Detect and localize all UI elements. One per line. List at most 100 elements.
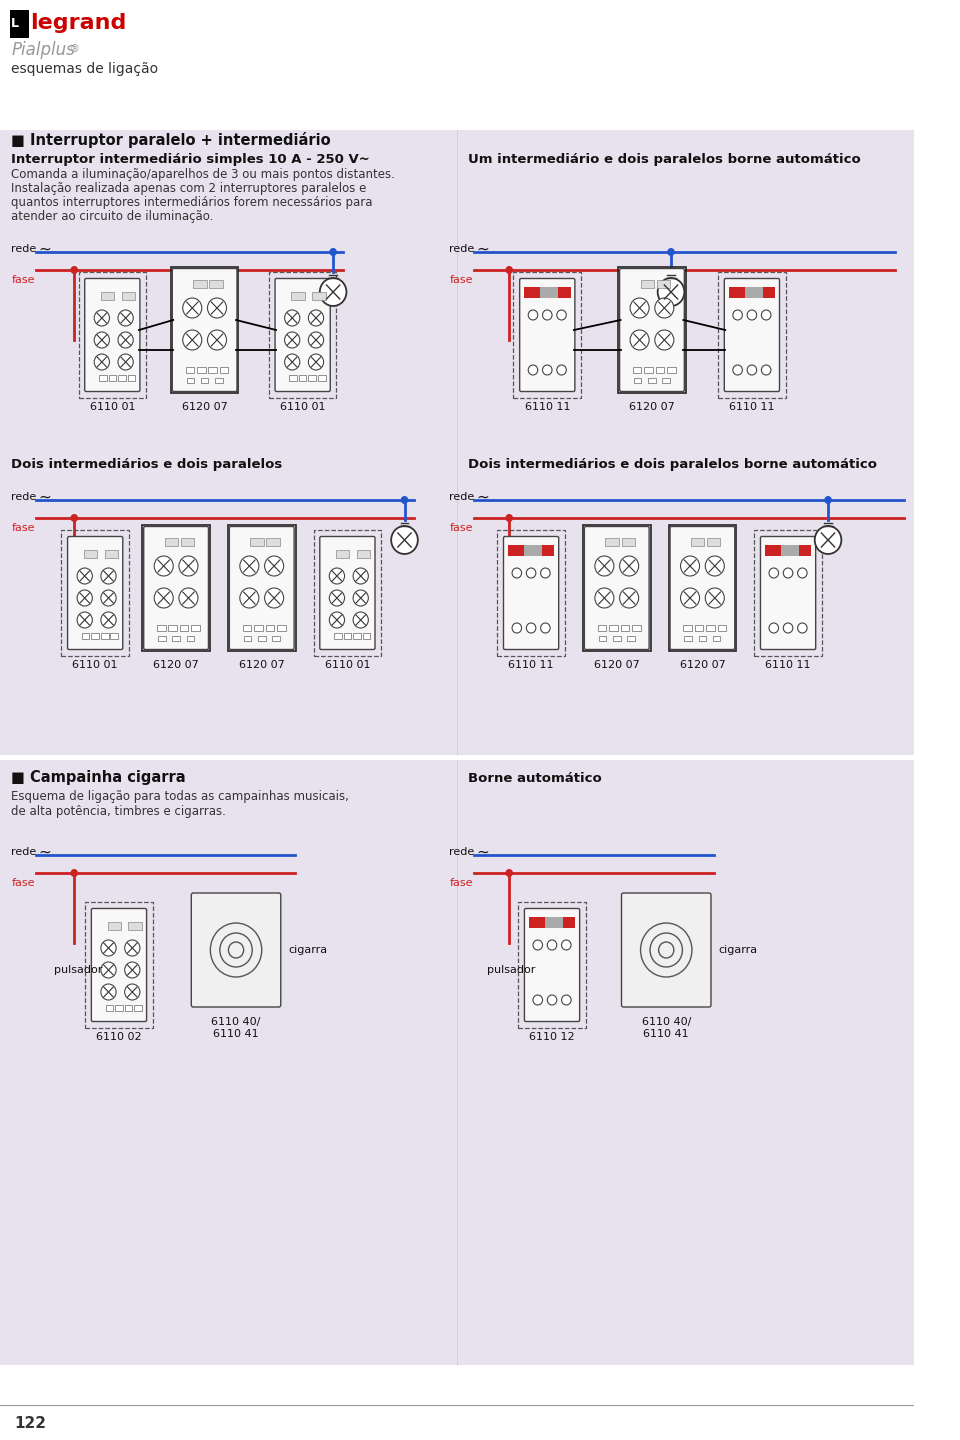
Bar: [334, 634, 342, 639]
Circle shape: [505, 514, 513, 523]
Bar: [684, 636, 692, 641]
FancyBboxPatch shape: [276, 278, 330, 392]
Bar: [745, 287, 763, 298]
Bar: [101, 634, 108, 639]
Circle shape: [512, 567, 521, 577]
Bar: [251, 539, 264, 546]
Bar: [644, 367, 653, 373]
Text: fase: fase: [12, 275, 35, 285]
Circle shape: [533, 995, 542, 1005]
Text: fase: fase: [449, 523, 472, 533]
Circle shape: [562, 995, 571, 1005]
FancyBboxPatch shape: [67, 537, 123, 649]
FancyBboxPatch shape: [172, 268, 237, 392]
FancyBboxPatch shape: [724, 278, 780, 392]
Text: 6120 07: 6120 07: [594, 660, 639, 670]
Bar: [82, 634, 89, 639]
Bar: [612, 636, 620, 641]
Bar: [353, 634, 361, 639]
Bar: [254, 625, 263, 631]
Circle shape: [732, 364, 742, 374]
Bar: [363, 634, 371, 639]
Bar: [308, 374, 316, 382]
Text: 6110 02: 6110 02: [96, 1032, 142, 1043]
Circle shape: [595, 556, 613, 576]
Text: Esquema de ligação para todas as campainhas musicais,: Esquema de ligação para todas as campain…: [12, 791, 349, 804]
Bar: [197, 367, 205, 373]
Circle shape: [284, 310, 300, 325]
Circle shape: [207, 330, 227, 350]
Bar: [668, 526, 736, 651]
Text: fase: fase: [449, 878, 472, 888]
Text: rede: rede: [12, 492, 36, 503]
Text: atender ao circuito de iluminação.: atender ao circuito de iluminação.: [12, 210, 214, 223]
Bar: [634, 379, 641, 383]
Circle shape: [353, 590, 369, 606]
Circle shape: [125, 984, 140, 999]
Bar: [266, 625, 275, 631]
Bar: [632, 625, 640, 631]
Circle shape: [681, 588, 700, 608]
Bar: [180, 539, 194, 546]
Bar: [99, 374, 107, 382]
Circle shape: [101, 590, 116, 606]
Bar: [514, 272, 581, 397]
Text: Instalação realizada apenas com 2 interruptores paralelos e: Instalação realizada apenas com 2 interr…: [12, 181, 367, 194]
Text: legrand: legrand: [31, 13, 127, 33]
Circle shape: [783, 567, 793, 577]
Circle shape: [70, 868, 78, 877]
Bar: [540, 287, 558, 298]
Bar: [61, 530, 129, 657]
Text: 6110 41: 6110 41: [643, 1030, 689, 1040]
Text: rede: rede: [449, 243, 474, 253]
Bar: [115, 1005, 123, 1011]
Text: rede: rede: [449, 847, 474, 857]
Text: ~: ~: [38, 490, 51, 504]
Bar: [684, 625, 692, 631]
Circle shape: [329, 567, 345, 585]
Bar: [633, 367, 641, 373]
Circle shape: [125, 962, 140, 978]
Bar: [165, 539, 178, 546]
Bar: [106, 1005, 113, 1011]
Circle shape: [155, 556, 173, 576]
Bar: [79, 272, 146, 397]
Circle shape: [526, 624, 536, 634]
Circle shape: [329, 248, 337, 256]
Circle shape: [547, 940, 557, 950]
Circle shape: [118, 333, 133, 348]
Bar: [606, 539, 618, 546]
Circle shape: [101, 940, 116, 956]
Bar: [125, 1005, 132, 1011]
Circle shape: [353, 612, 369, 628]
Text: ■ Campainha cigarra: ■ Campainha cigarra: [12, 770, 186, 785]
Bar: [84, 550, 97, 559]
Text: ~: ~: [38, 844, 51, 860]
Bar: [289, 374, 297, 382]
Bar: [648, 379, 656, 383]
Text: ~: ~: [476, 844, 489, 860]
Bar: [273, 636, 279, 641]
Bar: [215, 379, 223, 383]
Bar: [105, 550, 118, 559]
Text: 6120 07: 6120 07: [239, 660, 284, 670]
Text: rede: rede: [449, 492, 474, 503]
Bar: [244, 636, 252, 641]
Text: 6110 01: 6110 01: [280, 402, 325, 412]
Bar: [0, 130, 914, 755]
Circle shape: [118, 354, 133, 370]
Circle shape: [265, 556, 283, 576]
Bar: [314, 530, 381, 657]
Bar: [508, 544, 555, 556]
Circle shape: [101, 567, 116, 585]
Bar: [158, 636, 166, 641]
FancyBboxPatch shape: [91, 909, 147, 1021]
Text: pulsador: pulsador: [487, 965, 536, 975]
Text: pulsador: pulsador: [54, 965, 102, 975]
Text: rede: rede: [12, 847, 36, 857]
Bar: [168, 625, 177, 631]
Circle shape: [505, 868, 513, 877]
Text: 6120 07: 6120 07: [154, 660, 199, 670]
Bar: [662, 379, 670, 383]
Bar: [108, 922, 121, 930]
